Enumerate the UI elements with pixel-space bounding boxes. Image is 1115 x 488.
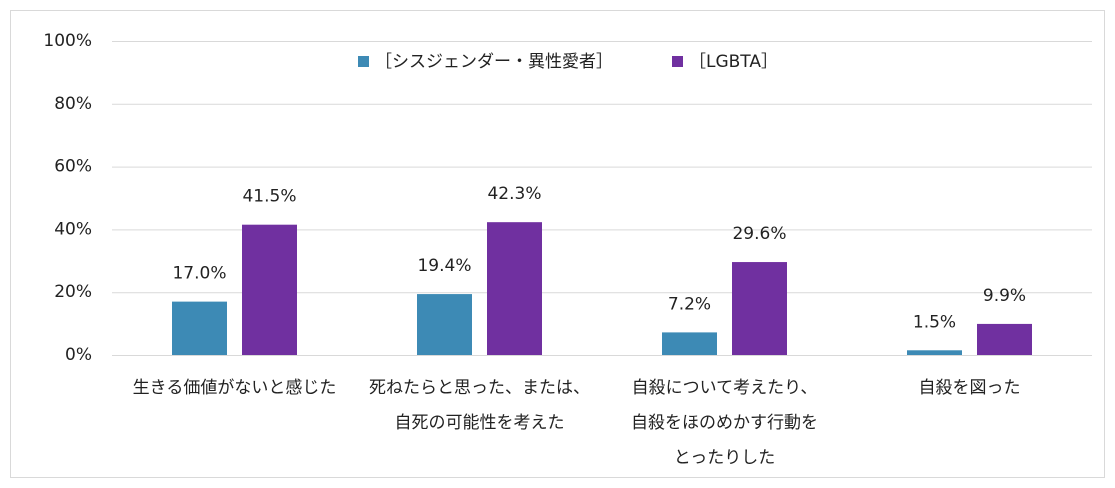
legend-label: ［LGBTA］ — [689, 52, 778, 72]
legend-swatch — [672, 56, 683, 67]
data-label: 42.3% — [487, 184, 541, 204]
data-label: 17.0% — [172, 264, 226, 284]
bar — [907, 350, 962, 355]
bar — [662, 332, 717, 355]
x-tick-label: 自殺について考えたり、 — [632, 378, 818, 398]
bar — [172, 301, 227, 355]
data-label: 29.6% — [732, 224, 786, 244]
y-tick-label: 40% — [54, 219, 92, 239]
bar — [732, 262, 787, 355]
x-tick-label: 生きる価値がないと感じた — [133, 378, 337, 398]
y-tick-label: 80% — [54, 94, 92, 114]
y-tick-label: 100% — [43, 31, 92, 51]
x-tick-label: 自死の可能性を考えた — [395, 413, 565, 433]
y-tick-label: 20% — [54, 282, 92, 302]
bar — [417, 294, 472, 355]
data-label: 1.5% — [913, 312, 956, 332]
x-tick-label: とったりした — [674, 448, 776, 468]
data-label: 9.9% — [983, 286, 1026, 306]
bar — [487, 222, 542, 355]
legend-label: ［シスジェンダー・異性愛者］ — [375, 52, 613, 72]
data-label: 19.4% — [417, 256, 471, 276]
bar — [977, 323, 1032, 355]
x-tick-label: 自殺をほのめかす行動を — [631, 413, 818, 433]
data-label: 7.2% — [668, 294, 711, 314]
data-label: 41.5% — [242, 187, 296, 207]
legend-swatch — [358, 56, 369, 67]
chart-frame — [10, 10, 1105, 478]
y-tick-label: 0% — [65, 345, 92, 365]
y-tick-label: 60% — [54, 157, 92, 177]
x-tick-label: 自殺を図った — [919, 378, 1021, 398]
bar — [242, 224, 297, 355]
x-tick-label: 死ねたらと思った、または、 — [369, 378, 590, 398]
